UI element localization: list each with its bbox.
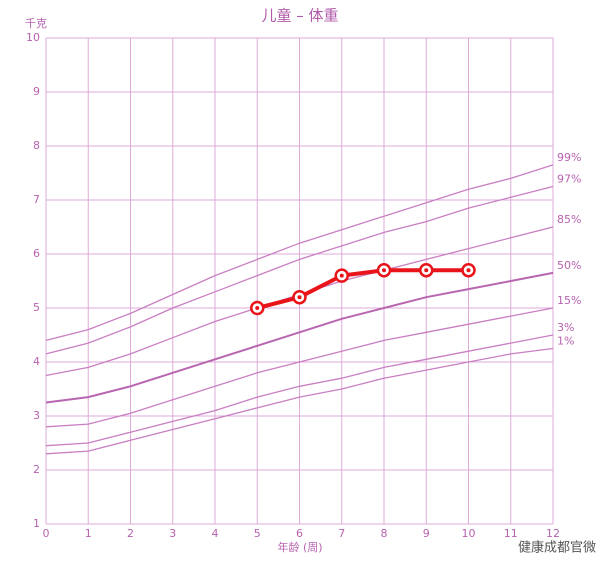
percentile-label: 97%: [557, 173, 581, 186]
y-tick-label: 9: [33, 85, 40, 98]
percentile-label: 99%: [557, 151, 581, 164]
child-point-dot: [255, 306, 260, 310]
watermark: 健康成都官微: [518, 540, 596, 556]
x-axis-label: 年龄 (周): [277, 540, 322, 554]
child-point-dot: [424, 268, 429, 273]
x-tick-label: 5: [254, 527, 261, 540]
x-tick-label: 0: [43, 527, 50, 540]
percentile-line: [45, 271, 554, 404]
y-axis-label: 千克: [25, 17, 47, 30]
x-tick-label: 9: [423, 527, 430, 540]
percentile-line: [45, 185, 554, 355]
x-tick-label: 10: [462, 527, 476, 540]
percentile-line: [45, 347, 554, 455]
percentile-line: [45, 334, 554, 447]
y-tick-label: 10: [26, 31, 40, 44]
x-tick-label: 8: [381, 527, 388, 540]
percentile-label: 3%: [557, 321, 574, 334]
chart-title: 儿童 – 体重: [261, 7, 338, 25]
percentile-label: 85%: [557, 213, 581, 226]
percentile-label: 50%: [557, 259, 581, 272]
child-point-dot: [339, 273, 344, 278]
y-tick-label: 8: [33, 139, 40, 152]
child-point-dot: [466, 268, 471, 273]
y-tick-label: 7: [33, 193, 40, 206]
x-tick-label: 6: [296, 527, 303, 540]
x-tick-label: 1: [85, 527, 92, 540]
x-tick-label: 7: [338, 527, 345, 540]
y-tick-label: 5: [33, 301, 40, 314]
x-tick-label: 3: [169, 527, 176, 540]
y-tick-label: 6: [33, 247, 40, 260]
y-tick-label: 4: [33, 355, 40, 368]
x-tick-label: 12: [546, 527, 560, 540]
percentile-line: [45, 307, 554, 428]
child-point-dot: [382, 268, 386, 273]
percentile-line: [45, 164, 554, 342]
y-tick-label: 1: [33, 517, 40, 530]
percentile-label: 1%: [557, 335, 574, 348]
x-tick-label: 4: [212, 527, 219, 540]
y-tick-label: 2: [33, 463, 40, 476]
x-tick-label: 11: [504, 527, 518, 540]
child-point-dot: [297, 295, 302, 300]
y-tick-label: 3: [33, 409, 40, 422]
x-tick-label: 2: [127, 527, 134, 540]
percentile-label: 15%: [557, 294, 581, 307]
